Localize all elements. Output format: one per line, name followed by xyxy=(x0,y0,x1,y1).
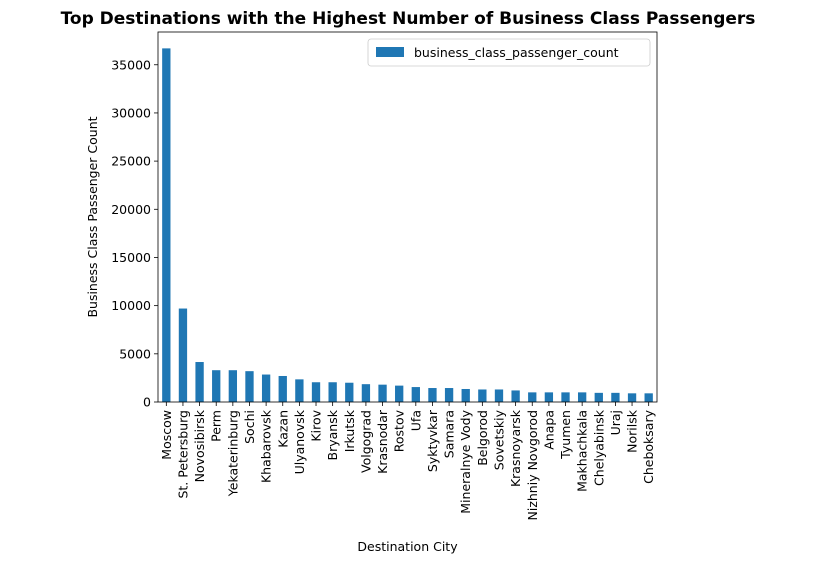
bar-perm xyxy=(212,370,221,402)
bar-belgorod xyxy=(478,389,487,402)
bar-sochi xyxy=(245,371,254,402)
y-tick-label: 30000 xyxy=(111,105,151,120)
x-tick-label: Sochi xyxy=(242,410,257,444)
x-tick-label: Perm xyxy=(209,410,224,442)
x-tick-label: Cheboksary xyxy=(641,409,656,483)
x-tick-label: Bryansk xyxy=(325,409,340,460)
y-tick-label: 25000 xyxy=(111,154,151,169)
x-tick-label: Krasnodar xyxy=(375,409,390,474)
x-tick-label: Makhachkala xyxy=(575,410,590,492)
bar-ufa xyxy=(411,387,420,402)
bar-krasnoyarsk xyxy=(511,390,520,402)
bar-yekaterinburg xyxy=(228,370,238,402)
x-tick-label: Novosibirsk xyxy=(192,409,207,482)
x-tick-label: Rostov xyxy=(392,409,407,452)
bar-norilsk xyxy=(627,393,637,402)
bar-khabarovsk xyxy=(261,374,271,402)
bar-irkutsk xyxy=(345,382,354,402)
legend-box xyxy=(367,38,651,67)
x-tick-label: Ulyanovsk xyxy=(292,409,307,474)
x-tick-label: Moscow xyxy=(159,410,174,460)
x-tick-label: Anapa xyxy=(541,410,556,450)
bar-tyumen xyxy=(561,392,570,402)
x-tick-label: St. Petersburg xyxy=(175,410,190,499)
y-tick-label: 0 xyxy=(143,395,151,410)
bar-st-petersburg xyxy=(178,308,188,402)
bar-moscow xyxy=(162,48,171,402)
x-tick-label: Irkutsk xyxy=(342,409,357,452)
bar-kazan xyxy=(278,375,287,402)
bar-mineralnye-vody xyxy=(461,388,470,402)
y-tick-label: 10000 xyxy=(111,298,151,313)
bars-group xyxy=(162,48,653,402)
bar-novosibirsk xyxy=(195,362,204,402)
bar-krasnodar xyxy=(378,384,387,402)
legend-label: business_class_passenger_count xyxy=(414,45,619,60)
bar-sovetskiy xyxy=(494,389,504,402)
x-tick-label: Volgograd xyxy=(358,410,373,473)
bar-cheboksary xyxy=(644,393,653,402)
x-axis-label: Destination City xyxy=(357,539,458,554)
x-tick-label: Khabarovsk xyxy=(259,409,274,483)
x-tick-label: Uraj xyxy=(608,410,623,435)
x-tick-label: Yekaterinburg xyxy=(225,410,240,497)
x-tick-label: Belgorod xyxy=(475,410,490,466)
y-tick-label: 20000 xyxy=(111,202,151,217)
bar-rostov xyxy=(395,385,404,402)
x-tick-label: Kazan xyxy=(275,410,290,448)
y-tick-label: 5000 xyxy=(119,346,151,361)
bar-volgograd xyxy=(361,384,371,402)
bar-chelyabinsk xyxy=(594,392,603,402)
x-tick-label: Ufa xyxy=(408,410,423,431)
bar-bryansk xyxy=(328,382,337,402)
legend-swatch xyxy=(376,47,404,57)
plot-frame xyxy=(157,31,658,403)
bar-kirov xyxy=(311,382,321,402)
x-tick-label: Kirov xyxy=(309,409,324,441)
y-axis-label: Business Class Passenger Count xyxy=(85,116,100,317)
bar-ulyanovsk xyxy=(295,379,304,402)
bar-nizhniy-novgorod xyxy=(528,392,537,402)
bar-makhachkala xyxy=(577,392,587,402)
y-axis-ticks: 0 5000 10000 15000 20000 25000 30000 35000 xyxy=(111,57,158,410)
x-tick-label: Tyumen xyxy=(558,410,573,460)
chart-title: Top Destinations with the Highest Number… xyxy=(61,9,756,29)
x-tick-label: Sovetskiy xyxy=(491,409,506,470)
x-tick-label: Samara xyxy=(442,410,457,458)
y-tick-label: 35000 xyxy=(111,57,151,72)
bar-anapa xyxy=(544,392,554,402)
x-tick-label: Syktyvkar xyxy=(425,409,440,472)
y-tick-label: 15000 xyxy=(111,250,151,265)
x-tick-label: Chelyabinsk xyxy=(591,409,606,486)
bar-uraj xyxy=(611,392,620,402)
legend: business_class_passenger_count xyxy=(367,38,651,67)
x-axis-ticks: Moscow St. Petersburg Novosibirsk Perm Yekat… xyxy=(159,402,656,521)
x-tick-label: Norilsk xyxy=(625,409,640,453)
x-tick-label: Nizhniy Novgorod xyxy=(525,410,540,521)
bar-syktyvkar xyxy=(428,388,437,402)
bar-samara xyxy=(444,388,454,402)
x-tick-label: Mineralnye Vody xyxy=(458,409,473,513)
x-tick-label: Krasnoyarsk xyxy=(508,409,523,487)
